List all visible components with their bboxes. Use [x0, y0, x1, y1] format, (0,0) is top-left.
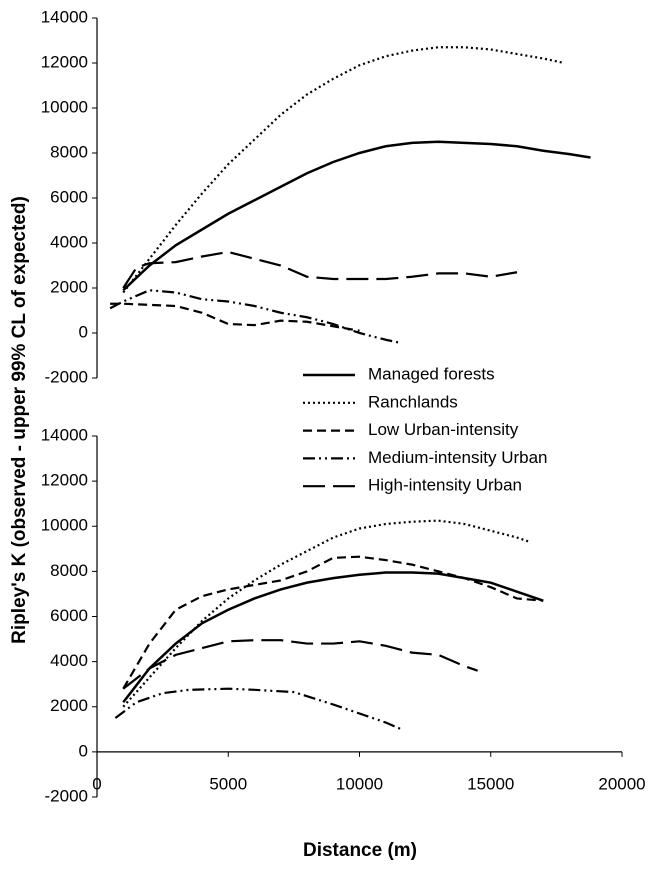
series-line: [122, 250, 518, 289]
series-line: [114, 687, 402, 731]
y-tick-label: -2000: [45, 786, 88, 805]
y-tick-label: 2000: [50, 277, 88, 296]
x-tick-label: 15000: [467, 774, 514, 793]
y-tick-label: 14000: [41, 425, 88, 444]
x-tick-label: 20000: [598, 774, 645, 793]
series-line: [122, 639, 478, 690]
y-tick-label: 4000: [50, 651, 88, 670]
y-axis-label: Ripley's K (observed - upper 99% CL of e…: [9, 196, 30, 644]
x-tick-label: 5000: [209, 774, 247, 793]
legend-label: Ranchlands: [368, 392, 458, 411]
series-line: [122, 519, 531, 708]
series-line: [122, 555, 544, 690]
y-tick-label: 6000: [50, 606, 88, 625]
legend-label: Low Urban-intensity: [368, 420, 519, 439]
legend-label: High-intensity Urban: [368, 476, 522, 495]
y-tick-label: 12000: [41, 471, 88, 490]
series-line: [109, 289, 402, 345]
y-tick-label: 0: [79, 322, 88, 341]
y-tick-label: 14000: [41, 7, 88, 26]
legend-label: Managed forests: [368, 364, 495, 383]
y-tick-label: -2000: [45, 367, 88, 386]
y-tick-label: 8000: [50, 142, 88, 161]
series-line: [110, 302, 360, 332]
y-tick-label: 4000: [50, 232, 88, 251]
series-line: [122, 46, 565, 294]
y-tick-label: 10000: [41, 97, 88, 116]
y-tick-label: 2000: [50, 696, 88, 715]
y-tick-label: 8000: [50, 561, 88, 580]
y-tick-label: 12000: [41, 52, 88, 71]
x-tick-label: 0: [92, 774, 101, 793]
x-tick-label: 10000: [336, 774, 383, 793]
legend-label: Medium-intensity Urban: [368, 448, 548, 467]
y-tick-label: 6000: [50, 187, 88, 206]
y-tick-label: 0: [79, 741, 88, 760]
x-axis-label: Distance (m): [303, 840, 417, 861]
series-line: [122, 571, 544, 704]
y-tick-label: 10000: [41, 516, 88, 535]
series-line: [122, 140, 591, 292]
